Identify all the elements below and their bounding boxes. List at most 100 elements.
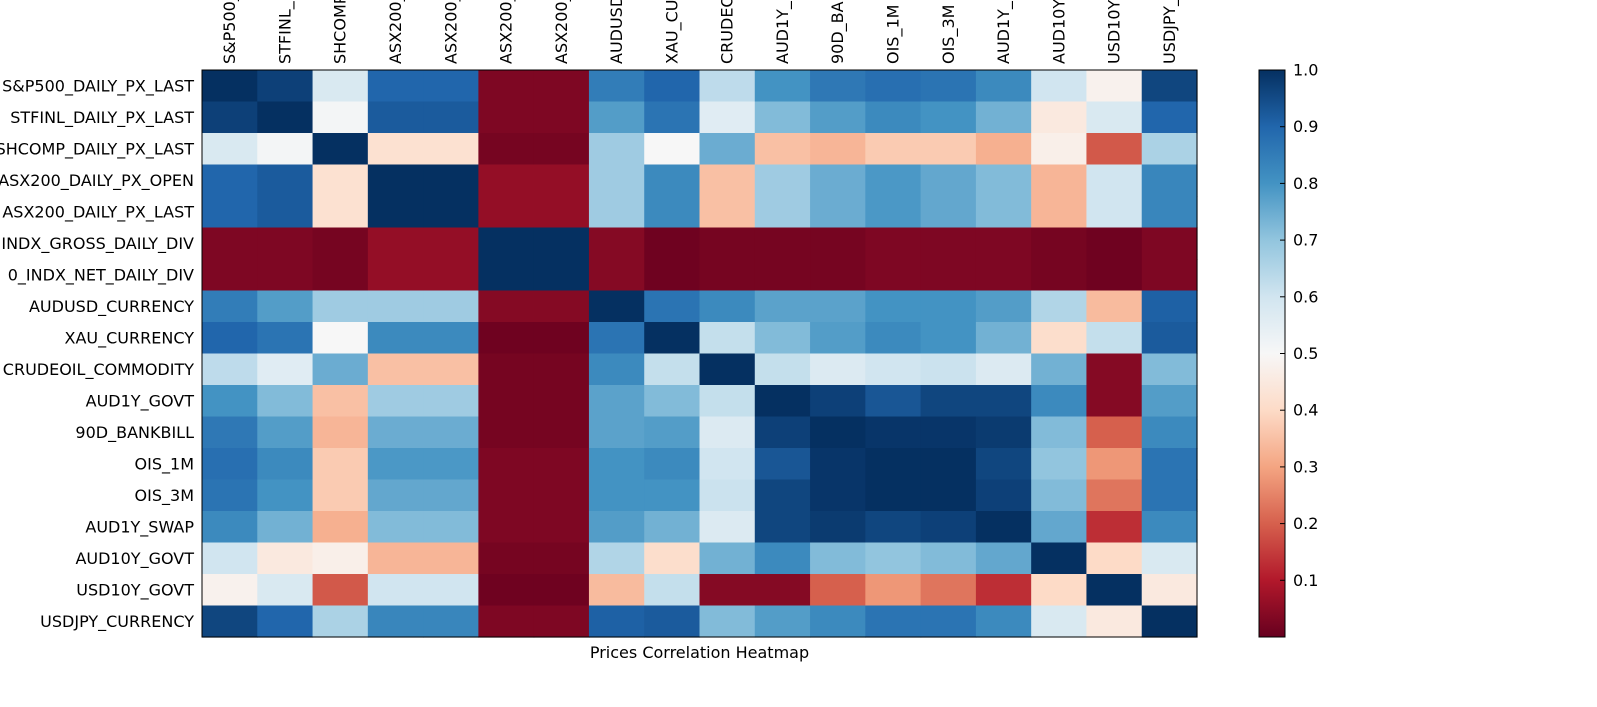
heatmap-cell [810, 542, 866, 575]
heatmap-cell [920, 353, 977, 386]
heatmap-cell [920, 574, 977, 607]
heatmap-cell [699, 353, 756, 386]
heatmap-cell [1141, 542, 1198, 575]
heatmap-cell [865, 259, 922, 292]
heatmap-cell [920, 164, 977, 197]
heatmap-cell [1141, 416, 1198, 449]
y-tick-label: AUD1Y_SWAP [85, 517, 194, 537]
heatmap-cell [1086, 322, 1143, 355]
heatmap-cell [1031, 290, 1088, 323]
heatmap-cell [312, 448, 369, 481]
heatmap-cell [478, 101, 535, 134]
heatmap-cell [257, 196, 314, 229]
heatmap-cell [202, 416, 258, 449]
heatmap-cell [367, 479, 424, 512]
heatmap-cell [644, 385, 701, 418]
heatmap-cell [975, 70, 1032, 103]
heatmap-cell [975, 227, 1032, 260]
heatmap-cell [423, 353, 479, 386]
heatmap-cell [533, 605, 590, 638]
heatmap-cell [257, 133, 314, 166]
heatmap-cell [533, 70, 590, 103]
heatmap-cell [975, 259, 1032, 292]
heatmap-cell [644, 574, 701, 607]
heatmap-cell [920, 511, 977, 544]
x-tick-label: ASX200_ [497, 0, 517, 64]
heatmap-cell [1086, 542, 1143, 575]
heatmap-cell [920, 70, 977, 103]
x-tick-label: XAU_CU [662, 0, 682, 64]
heatmap-cell [865, 448, 922, 481]
heatmap-cell [699, 574, 756, 607]
heatmap-cell [257, 448, 314, 481]
heatmap-cell [423, 511, 479, 544]
heatmap-cell [865, 479, 922, 512]
x-tick-label: ASX200_ [386, 0, 406, 64]
heatmap-cell [699, 196, 756, 229]
heatmap-cell [699, 416, 756, 449]
heatmap-cell [975, 322, 1032, 355]
heatmap-cell [754, 196, 811, 229]
heatmap-cell [1086, 70, 1143, 103]
heatmap-cell [423, 101, 479, 134]
heatmap-cell [312, 479, 369, 512]
heatmap-cell [257, 574, 314, 607]
heatmap-cell [1141, 353, 1198, 386]
heatmap-cell [1031, 322, 1088, 355]
heatmap-cell [423, 605, 479, 638]
heatmap-cell [367, 385, 424, 418]
heatmap-cell [202, 605, 258, 638]
heatmap-cell [202, 542, 258, 575]
heatmap-cell [257, 353, 314, 386]
heatmap-cell [754, 227, 811, 260]
heatmap-cell [478, 479, 535, 512]
heatmap-cell [312, 70, 369, 103]
y-tick-label: 90D_BANKBILL [75, 423, 194, 443]
heatmap-cell [312, 542, 369, 575]
y-tick-label: CRUDEOIL_COMMODITY [3, 360, 194, 380]
heatmap-cell [1086, 196, 1143, 229]
heatmap-cell [312, 574, 369, 607]
heatmap-cell [312, 605, 369, 638]
heatmap-cell [810, 70, 866, 103]
heatmap-cell [588, 227, 645, 260]
heatmap-cell [1141, 290, 1198, 323]
heatmap-cell [920, 416, 977, 449]
heatmap-cell [367, 322, 424, 355]
heatmap-cell [533, 416, 590, 449]
heatmap-cell [478, 416, 535, 449]
heatmap-cell [202, 133, 258, 166]
heatmap-cell [920, 290, 977, 323]
heatmap-cell [312, 101, 369, 134]
heatmap-cell [975, 196, 1032, 229]
y-tick-label: XAU_CURRENCY [65, 328, 195, 348]
heatmap-cell [865, 70, 922, 103]
heatmap-cell [257, 164, 314, 197]
heatmap-cell [1086, 385, 1143, 418]
heatmap-cell [754, 448, 811, 481]
heatmap-cell [257, 70, 314, 103]
heatmap-cell [1086, 133, 1143, 166]
heatmap-cell [975, 164, 1032, 197]
heatmap-cell [975, 385, 1032, 418]
heatmap-cell [202, 290, 258, 323]
heatmap-cell [1086, 448, 1143, 481]
heatmap-cell [1141, 385, 1198, 418]
heatmap-cell [202, 196, 258, 229]
heatmap-cell [1141, 605, 1198, 638]
heatmap-cell [975, 605, 1032, 638]
heatmap-cell [533, 164, 590, 197]
heatmap-cell [699, 511, 756, 544]
heatmap-cell [865, 196, 922, 229]
heatmap-cell [1141, 70, 1198, 103]
colorbar-tick-label: 0.5 [1293, 344, 1318, 363]
heatmap-cell [423, 227, 479, 260]
x-tick-label: SHCOMP [331, 0, 350, 64]
heatmap-cell [202, 259, 258, 292]
heatmap-cell [1141, 574, 1198, 607]
heatmap-cell [920, 605, 977, 638]
heatmap-cell [644, 542, 701, 575]
heatmap-cell [810, 133, 866, 166]
heatmap-cell [754, 133, 811, 166]
heatmap-cell [1031, 227, 1088, 260]
